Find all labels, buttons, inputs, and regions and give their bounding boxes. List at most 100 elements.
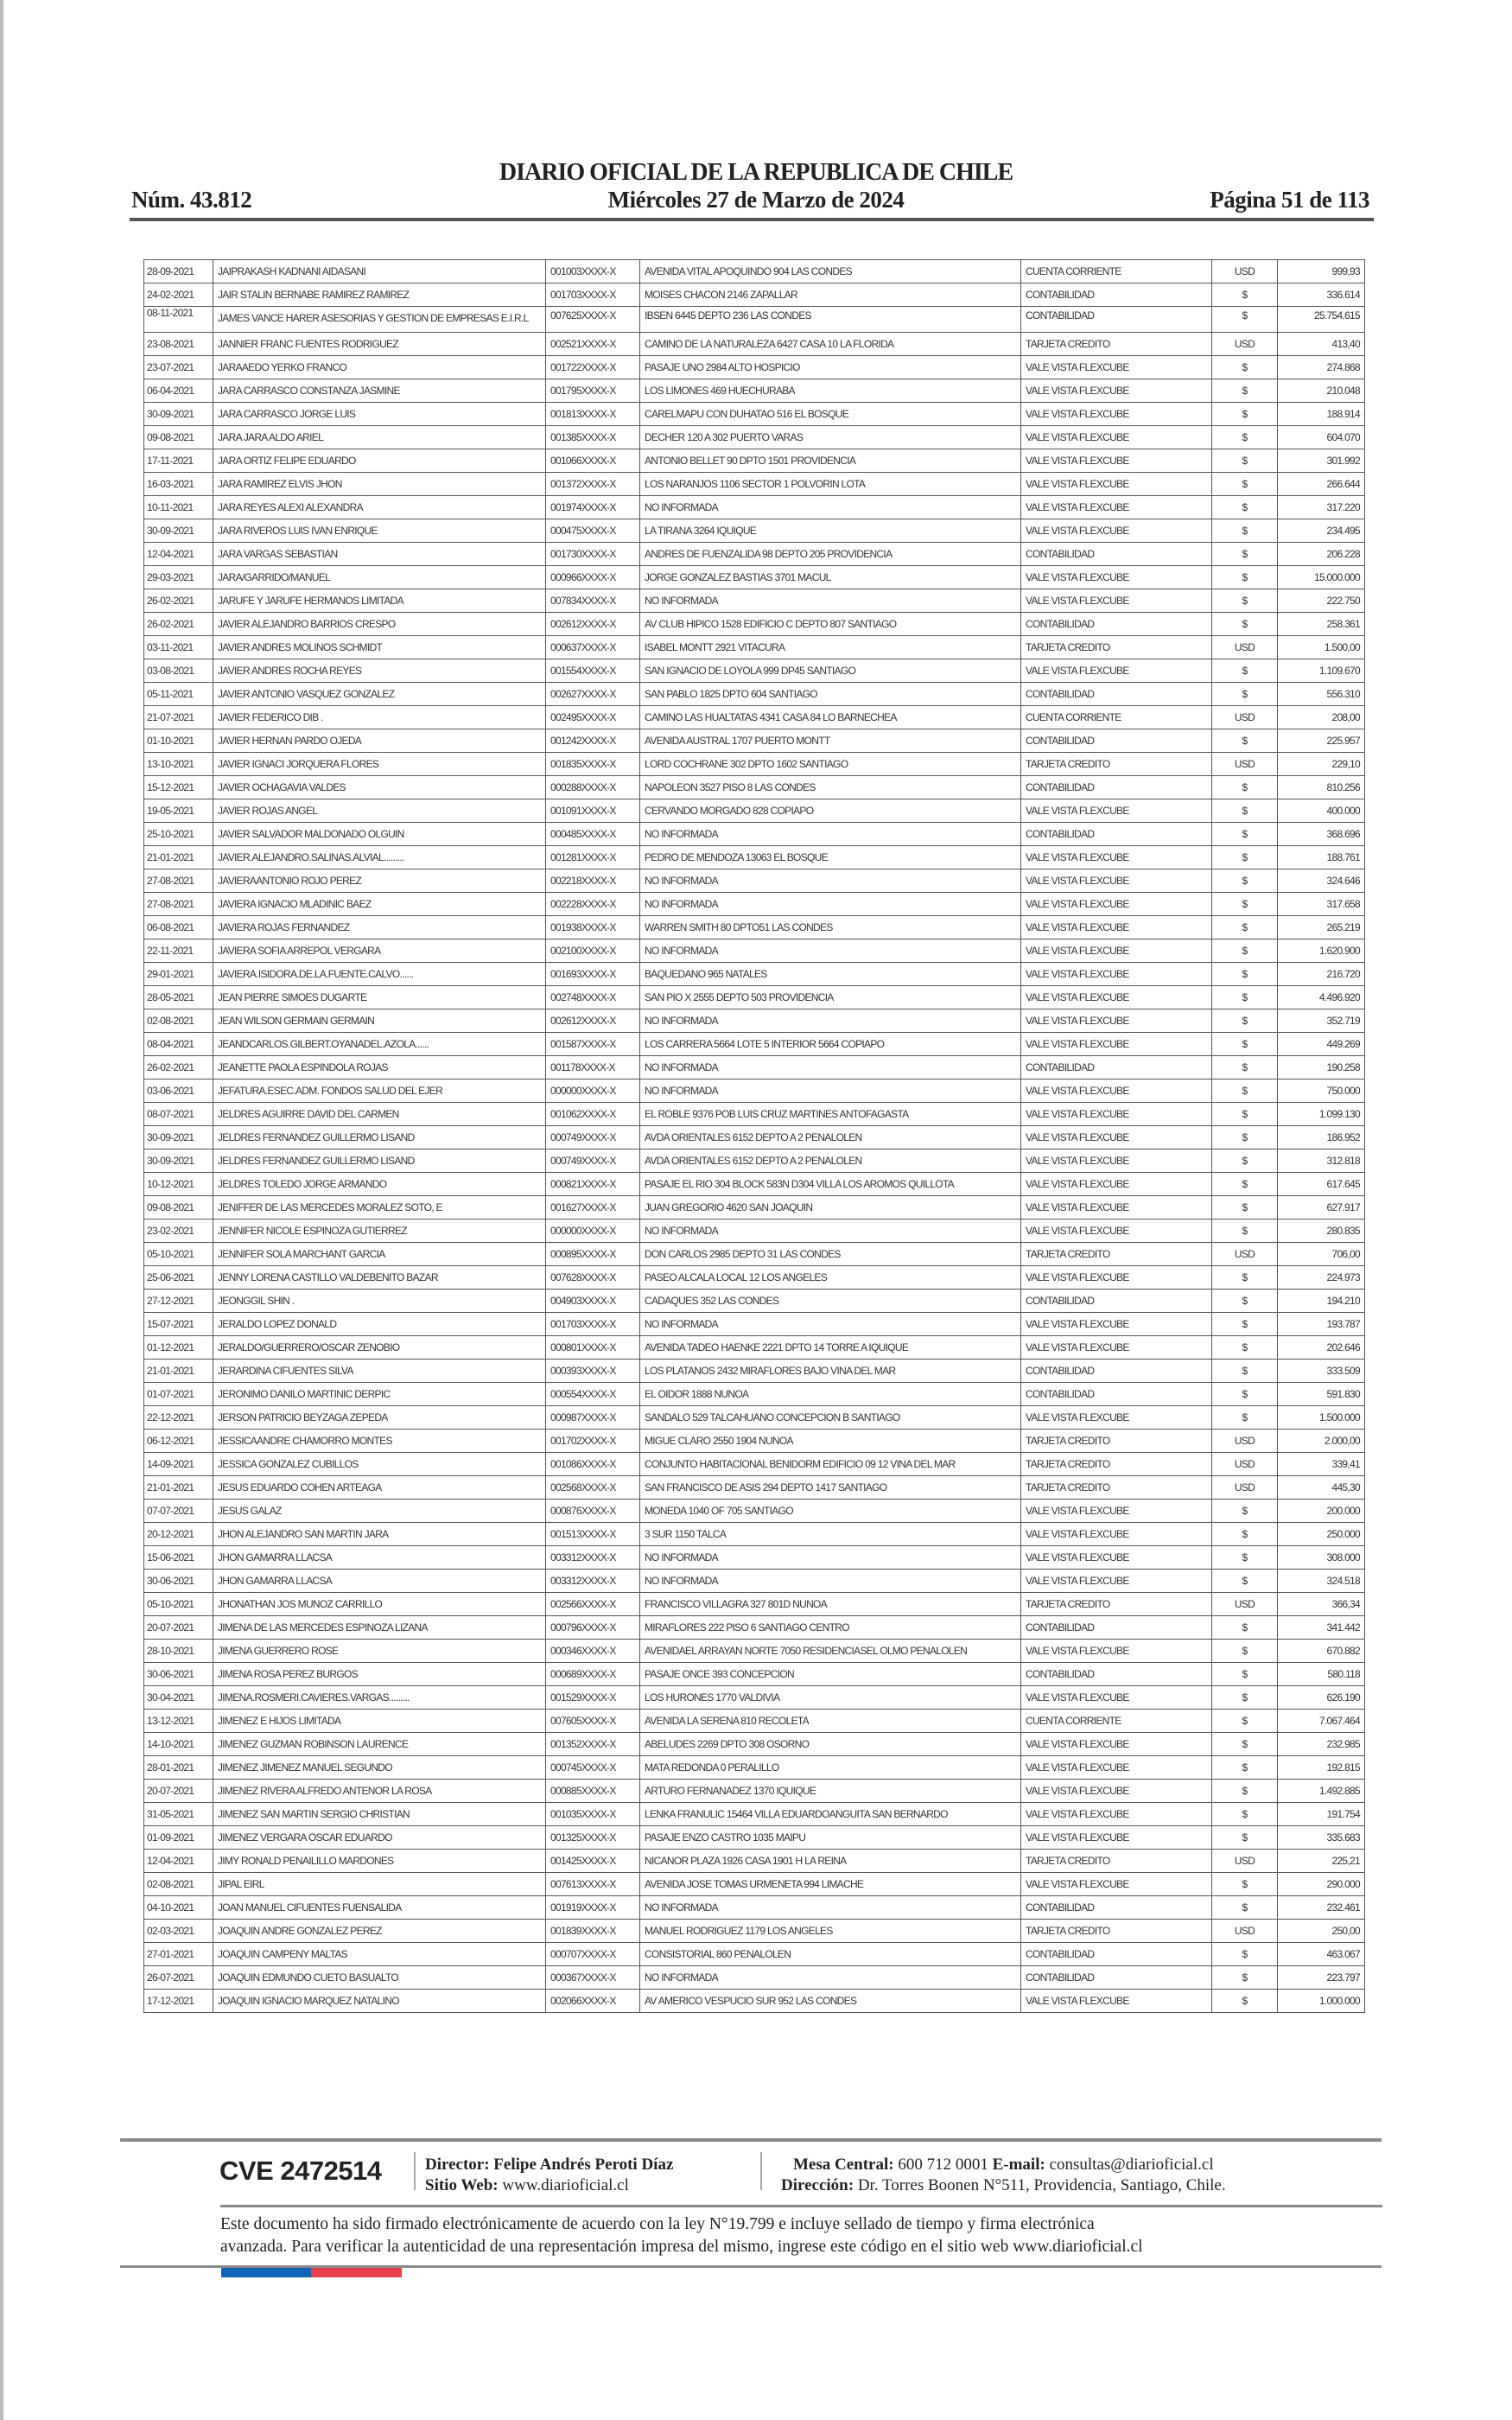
currency-cell: $	[1211, 565, 1278, 589]
issue-number: Núm. 43.812	[131, 187, 252, 213]
date-cell: 03-06-2021	[143, 1079, 213, 1103]
account-cell: 000966XXXX-X	[545, 565, 640, 589]
account-cell: 001974XXXX-X	[545, 495, 640, 519]
website-link[interactable]: www.diarioficial.cl	[502, 2176, 629, 2194]
product-cell: TARJETA CREDITO	[1020, 1849, 1212, 1873]
table-row: 04-10-2021 JOAN MANUEL CIFUENTES FUENSALI…	[143, 1895, 1365, 1920]
currency-cell: $	[1211, 1359, 1278, 1383]
date-cell: 03-11-2021	[143, 635, 213, 659]
phone-value: 600 712 0001	[898, 2156, 988, 2174]
product-cell: VALE VISTA FLEXCUBE	[1020, 1172, 1212, 1196]
table-row: 13-10-2021 JAVIER IGNACI JORQUERA FLORES 0…	[143, 752, 1365, 776]
amount-cell: 266.644	[1277, 472, 1365, 496]
date-cell: 08-11-2021	[143, 306, 213, 333]
product-cell: VALE VISTA FLEXCUBE	[1020, 1989, 1212, 2013]
date-cell: 21-01-2021	[143, 1475, 213, 1500]
table-row: 01-10-2021 JAVIER HERNAN PARDO OJEDA 00124…	[143, 729, 1365, 753]
address-cell: NO INFORMADA	[639, 1545, 1021, 1570]
director-label: Director:	[425, 2156, 490, 2174]
table-row: 06-08-2021 JAVIERA ROJAS FERNANDEZ 001938X…	[143, 915, 1365, 939]
product-cell: VALE VISTA FLEXCUBE	[1020, 355, 1212, 379]
date-cell: 03-08-2021	[143, 659, 213, 683]
amount-cell: 192.815	[1277, 1755, 1365, 1780]
product-cell: VALE VISTA FLEXCUBE	[1020, 985, 1212, 1009]
address-cell: SAN PABLO 1825 DPTO 604 SANTIAGO	[639, 682, 1021, 706]
date-cell: 27-01-2021	[143, 1942, 213, 1966]
name-cell: JENNIFER SOLA MARCHANT GARCIA	[213, 1242, 546, 1266]
amount-cell: 222.750	[1277, 589, 1365, 613]
product-cell: VALE VISTA FLEXCUBE	[1020, 1219, 1212, 1243]
address-cell: NO INFORMADA	[639, 869, 1021, 893]
address-cell: EL OIDOR 1888 NUNOA	[639, 1382, 1021, 1406]
product-cell: CONTABILIDAD	[1020, 542, 1212, 566]
currency-cell: USD	[1211, 1849, 1278, 1873]
address-cell: NO INFORMADA	[639, 1895, 1021, 1920]
currency-cell: USD	[1211, 705, 1278, 729]
address-cell: CERVANDO MORGADO 828 COPIAPO	[639, 799, 1021, 823]
footer-top-divider	[120, 2138, 1382, 2142]
date-cell: 26-02-2021	[143, 612, 213, 636]
product-cell: VALE VISTA FLEXCUBE	[1020, 1405, 1212, 1430]
name-cell: JOAQUIN IGNACIO MARQUEZ NATALINO	[213, 1989, 546, 2013]
date-cell: 17-12-2021	[143, 1989, 213, 2013]
address-cell: LENKA FRANULIC 15464 VILLA EDUARDOANGUIT…	[639, 1802, 1021, 1826]
date-cell: 30-06-2021	[143, 1662, 213, 1686]
amount-cell: 290.000	[1277, 1872, 1365, 1896]
address-cell: NO INFORMADA	[639, 892, 1021, 916]
account-cell: 000689XXXX-X	[545, 1662, 640, 1686]
publication-title: DIARIO OFICIAL DE LA REPUBLICA DE CHILE	[499, 159, 1013, 186]
table-row: 27-08-2021 JAVIERAANTONIO ROJO PEREZ 00221…	[143, 869, 1365, 893]
address-cell: CADAQUES 352 LAS CONDES	[639, 1289, 1021, 1313]
table-row: 17-11-2021 JARA ORTIZ FELIPE EDUARDO 00106…	[143, 449, 1365, 473]
table-row: 30-09-2021 JARA CARRASCO JORGE LUIS 001813…	[143, 402, 1365, 426]
address: Dirección: Dr. Torres Boonen N°511, Prov…	[781, 2176, 1226, 2195]
account-cell: 002495XXXX-X	[545, 705, 640, 729]
name-cell: JIMENEZ SAN MARTIN SERGIO CHRISTIAN	[213, 1802, 546, 1826]
name-cell: JARA CARRASCO JORGE LUIS	[213, 402, 546, 426]
footer-bottom-divider	[120, 2265, 1382, 2268]
account-cell: 002521XXXX-X	[545, 332, 640, 356]
table-row: 21-01-2021 JAVIER.ALEJANDRO.SALINAS.ALVIA…	[143, 845, 1365, 869]
name-cell: JAVIER HERNAN PARDO OJEDA	[213, 729, 546, 753]
email-link[interactable]: consultas@diarioficial.cl	[1049, 2156, 1214, 2174]
amount-cell: 250.000	[1277, 1522, 1365, 1546]
amount-cell: 7.067.464	[1277, 1709, 1365, 1733]
table-row: 09-08-2021 JENIFFER DE LAS MERCEDES MORAL…	[143, 1195, 1365, 1220]
table-row: 20-07-2021 JIMENA DE LAS MERCEDES ESPINOZ…	[143, 1615, 1365, 1640]
product-cell: VALE VISTA FLEXCUBE	[1020, 939, 1212, 963]
product-cell: CUENTA CORRIENTE	[1020, 259, 1212, 283]
date-cell: 02-08-2021	[143, 1872, 213, 1896]
table-row: 29-03-2021 JARA/GARRIDO/MANUEL 000966XXXX-…	[143, 565, 1365, 589]
address-cell: DON CARLOS 2985 DEPTO 31 LAS CONDES	[639, 1242, 1021, 1266]
name-cell: JAVIER.ALEJANDRO.SALINAS.ALVIAL.........	[213, 845, 546, 869]
currency-cell: $	[1211, 659, 1278, 683]
name-cell: JELDRES FERNANDEZ GUILLERMO LISAND	[213, 1125, 546, 1150]
currency-cell: $	[1211, 1125, 1278, 1150]
table-row: 30-06-2021 JIMENA ROSA PEREZ BURGOS 000689…	[143, 1662, 1365, 1686]
product-cell: VALE VISTA FLEXCUBE	[1020, 519, 1212, 543]
email-label: E-mail:	[992, 2156, 1045, 2174]
address-cell: JORGE GONZALEZ BASTIAS 3701 MACUL	[639, 565, 1021, 589]
amount-cell: 224.973	[1277, 1265, 1365, 1290]
name-cell: JEANETTE PAOLA ESPINDOLA ROJAS	[213, 1055, 546, 1079]
table-row: 23-08-2021 JANNIER FRANC FUENTES RODRIGUE…	[143, 332, 1365, 356]
date-cell: 02-03-2021	[143, 1919, 213, 1943]
address-cell: LORD COCHRANE 302 DPTO 1602 SANTIAGO	[639, 752, 1021, 776]
account-cell: 001385XXXX-X	[545, 425, 640, 449]
account-cell: 001086XXXX-X	[545, 1452, 640, 1476]
account-cell: 002748XXXX-X	[545, 985, 640, 1009]
amount-cell: 580.118	[1277, 1662, 1365, 1686]
product-cell: VALE VISTA FLEXCUBE	[1020, 565, 1212, 589]
amount-cell: 188.914	[1277, 402, 1365, 426]
address-cell: NO INFORMADA	[639, 1219, 1021, 1243]
currency-cell: $	[1211, 1545, 1278, 1570]
name-cell: JARA RAMIREZ ELVIS JHON	[213, 472, 546, 496]
date-cell: 01-10-2021	[143, 729, 213, 753]
address-cell: NO INFORMADA	[639, 1965, 1021, 1990]
product-cell: TARJETA CREDITO	[1020, 1242, 1212, 1266]
website-label: Sitio Web:	[425, 2176, 499, 2194]
account-cell: 001835XXXX-X	[545, 752, 640, 776]
date-cell: 15-07-2021	[143, 1312, 213, 1336]
address-cell: AVDA ORIENTALES 6152 DEPTO A 2 PENALOLEN	[639, 1125, 1021, 1150]
date-cell: 07-07-2021	[143, 1499, 213, 1523]
